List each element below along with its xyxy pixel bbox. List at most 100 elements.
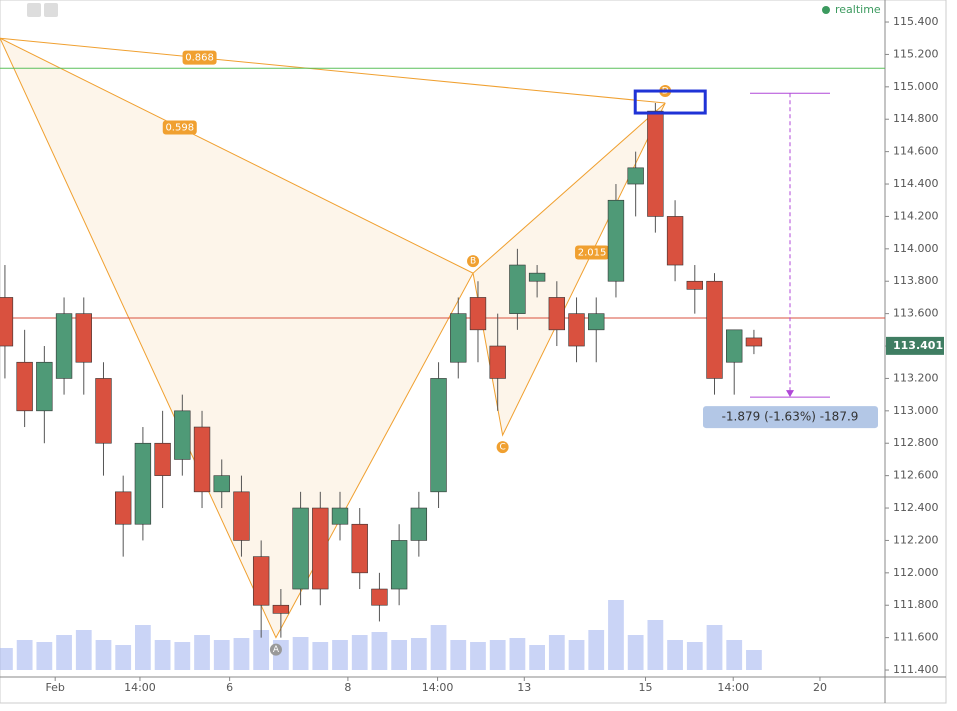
ratio-label: 0.598: [165, 122, 194, 133]
x-tick-label: 15: [639, 681, 653, 694]
candle-body: [410, 507, 428, 541]
candle-body: [607, 199, 625, 282]
volume-bar: [115, 645, 132, 670]
y-tick-label: 114.200: [893, 209, 939, 222]
candle-body: [568, 313, 585, 347]
candle-body: [351, 523, 368, 574]
measure-bg: [703, 406, 878, 429]
volume-bar: [568, 640, 585, 670]
candle-body: [489, 345, 506, 379]
candle-body: [312, 507, 329, 590]
y-tick-label: 111.800: [893, 598, 939, 611]
x-tick-label: 14:00: [422, 681, 454, 694]
y-tick-label: 112.800: [893, 436, 939, 449]
volume-bar: [351, 635, 368, 670]
candle-body: [371, 588, 388, 606]
pattern-point-label: A: [273, 645, 280, 655]
volume-bar: [75, 630, 92, 670]
candle-body: [16, 361, 33, 412]
volume-bar: [608, 600, 624, 670]
y-tick-label: 113.800: [893, 274, 939, 287]
volume-bar: [391, 640, 408, 670]
y-tick-label: 114.800: [893, 112, 939, 125]
measure-label: -1.879 (-1.63%) -187.9: [722, 410, 859, 424]
volume-bar: [430, 625, 447, 670]
x-tick-label: 20: [813, 681, 827, 694]
volume-bar: [213, 640, 230, 670]
candle-body: [588, 313, 605, 331]
volume-bar: [174, 642, 191, 670]
candle-body: [509, 264, 526, 314]
volume-bar: [686, 642, 703, 670]
candle-body: [36, 361, 53, 412]
y-tick-label: 115.000: [893, 80, 939, 93]
volume-bar: [509, 638, 526, 670]
candle-body: [154, 442, 171, 476]
y-tick-label: 112.200: [893, 533, 939, 546]
candle-body: [686, 280, 703, 290]
y-tick-label: 112.000: [893, 566, 939, 579]
candle-body: [627, 167, 644, 185]
candle-body: [174, 410, 191, 460]
status-text: realtime: [835, 3, 881, 16]
candle-body: [331, 507, 349, 525]
volume-bar: [470, 642, 486, 670]
y-tick-label: 112.600: [893, 469, 939, 482]
candle-body: [469, 297, 487, 331]
status-dot: [822, 6, 830, 14]
volume-bar: [647, 620, 664, 670]
y-tick-label: 115.400: [893, 15, 939, 28]
volume-bar: [292, 637, 309, 670]
y-tick-label: 113.000: [893, 404, 939, 417]
pattern-fill: [0, 37, 474, 639]
pattern-point-label: C: [499, 443, 505, 453]
pattern-point: [467, 255, 480, 268]
volume-bar: [706, 625, 723, 670]
frame: [0, 0, 947, 704]
ratio-bg: [162, 120, 197, 135]
volume-bar: [312, 642, 329, 670]
y-tick-label: 114.000: [893, 242, 939, 255]
candle-body: [528, 272, 546, 282]
candle-body: [450, 313, 467, 363]
ratio-label: 2.015: [578, 247, 607, 258]
candle-body: [252, 556, 270, 606]
volume-bar: [410, 638, 427, 670]
candle-body: [233, 491, 250, 541]
volume-bar: [56, 635, 72, 670]
x-tick-label: Feb: [45, 681, 64, 694]
volume-bar: [726, 640, 743, 670]
candle-body: [390, 540, 408, 590]
volume-bar: [16, 640, 33, 670]
candle-body: [272, 604, 290, 614]
candle-body: [134, 442, 152, 525]
candle-body: [115, 491, 132, 525]
candle-body: [0, 297, 14, 347]
x-tick-label: 13: [517, 681, 531, 694]
volume-bar: [667, 640, 683, 670]
pattern-fill: [472, 102, 666, 437]
eye-icon[interactable]: [27, 3, 41, 17]
volume-bar: [135, 625, 151, 670]
candle-body: [95, 378, 112, 444]
settings-icon[interactable]: [44, 3, 58, 17]
y-tick-label: 113.600: [893, 307, 939, 320]
last-price-bg: [886, 336, 944, 355]
ratio-bg: [575, 245, 610, 260]
volume-bar: [233, 638, 250, 670]
volume-bar: [489, 640, 506, 670]
volume-bar: [371, 632, 388, 670]
x-tick-label: 14:00: [124, 681, 156, 694]
candle-body: [292, 507, 309, 590]
volume-bar: [154, 640, 171, 670]
pattern-point: [496, 441, 509, 454]
y-tick-label: 114.400: [893, 177, 939, 190]
ratio-bg: [182, 50, 217, 65]
pattern-point-label: B: [470, 257, 476, 267]
candle-body: [647, 110, 664, 217]
candle-body: [75, 313, 92, 363]
x-tick-label: 14:00: [717, 681, 749, 694]
volume-bar: [529, 645, 545, 670]
